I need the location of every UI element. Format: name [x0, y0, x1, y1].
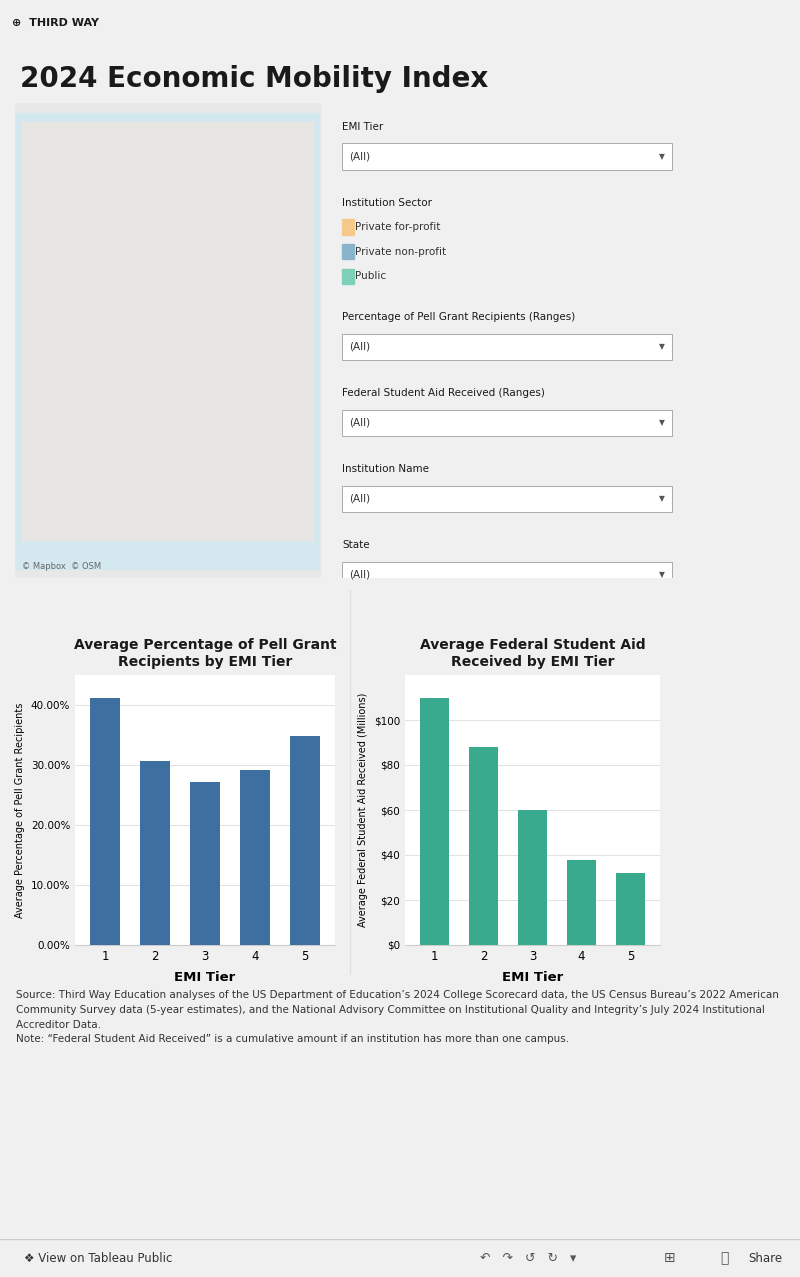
Text: ▼: ▼	[658, 494, 665, 503]
FancyBboxPatch shape	[342, 333, 672, 360]
Text: (All): (All)	[349, 418, 370, 428]
Text: 2024 Economic Mobility Index: 2024 Economic Mobility Index	[20, 65, 488, 93]
X-axis label: EMI Tier: EMI Tier	[174, 972, 236, 985]
Text: Percentage of Pell Grant Recipients (Ranges): Percentage of Pell Grant Recipients (Ran…	[342, 313, 575, 323]
Y-axis label: Average Percentage of Pell Grant Recipients: Average Percentage of Pell Grant Recipie…	[15, 702, 26, 918]
Bar	[518, 810, 547, 945]
FancyBboxPatch shape	[342, 143, 672, 170]
Text: ▼: ▼	[658, 419, 665, 428]
Text: Source: Third Way Education analyses of the US Department of Education’s 2024 Co: Source: Third Way Education analyses of …	[16, 990, 779, 1045]
Text: Public: Public	[355, 272, 386, 281]
Text: (All): (All)	[349, 570, 370, 580]
Text: ▼: ▼	[658, 152, 665, 161]
Text: ▼: ▼	[658, 342, 665, 351]
Text: ❖ View on Tableau Public: ❖ View on Tableau Public	[24, 1251, 172, 1264]
Text: Average Federal Student Aid
Received by EMI Tier: Average Federal Student Aid Received by …	[420, 638, 646, 669]
Text: Private for-profit: Private for-profit	[355, 222, 440, 232]
Bar	[616, 873, 646, 945]
Text: State: State	[342, 540, 370, 550]
Text: Share: Share	[748, 1251, 782, 1264]
Bar	[342, 268, 354, 283]
Text: Institution Sector: Institution Sector	[342, 198, 432, 208]
Bar	[240, 770, 270, 945]
Text: ⊞: ⊞	[664, 1251, 676, 1266]
Text: (All): (All)	[349, 152, 370, 161]
Bar	[567, 859, 596, 945]
FancyBboxPatch shape	[342, 485, 672, 512]
Bar	[290, 736, 320, 945]
Bar	[342, 244, 354, 259]
Text: ⊕  THIRD WAY: ⊕ THIRD WAY	[12, 18, 99, 28]
FancyBboxPatch shape	[342, 562, 672, 587]
Bar	[469, 747, 498, 945]
Bar	[190, 782, 220, 945]
Text: Federal Student Aid Received (Ranges): Federal Student Aid Received (Ranges)	[342, 388, 545, 398]
Bar	[22, 123, 314, 540]
FancyBboxPatch shape	[342, 410, 672, 435]
Text: EMI Tier: EMI Tier	[342, 123, 383, 132]
Text: ⧉: ⧉	[720, 1251, 728, 1266]
Bar	[342, 220, 354, 235]
Text: Private non-profit: Private non-profit	[355, 246, 446, 257]
Bar	[420, 697, 449, 945]
Bar	[16, 112, 318, 568]
Text: Institution Name: Institution Name	[342, 465, 429, 475]
Text: (All): (All)	[349, 342, 370, 352]
Text: ▼: ▼	[658, 571, 665, 580]
Text: (All): (All)	[349, 494, 370, 504]
Text: Average Percentage of Pell Grant
Recipients by EMI Tier: Average Percentage of Pell Grant Recipie…	[74, 638, 336, 669]
X-axis label: EMI Tier: EMI Tier	[502, 972, 563, 985]
Bar	[15, 103, 320, 578]
Y-axis label: Average Federal Student Aid Received (Millions): Average Federal Student Aid Received (Mi…	[358, 693, 368, 927]
Text: © Mapbox  © OSM: © Mapbox © OSM	[22, 562, 101, 571]
Text: ↶   ↷   ↺   ↻   ▾: ↶ ↷ ↺ ↻ ▾	[480, 1251, 576, 1264]
Bar	[140, 761, 170, 945]
Bar	[90, 699, 120, 945]
